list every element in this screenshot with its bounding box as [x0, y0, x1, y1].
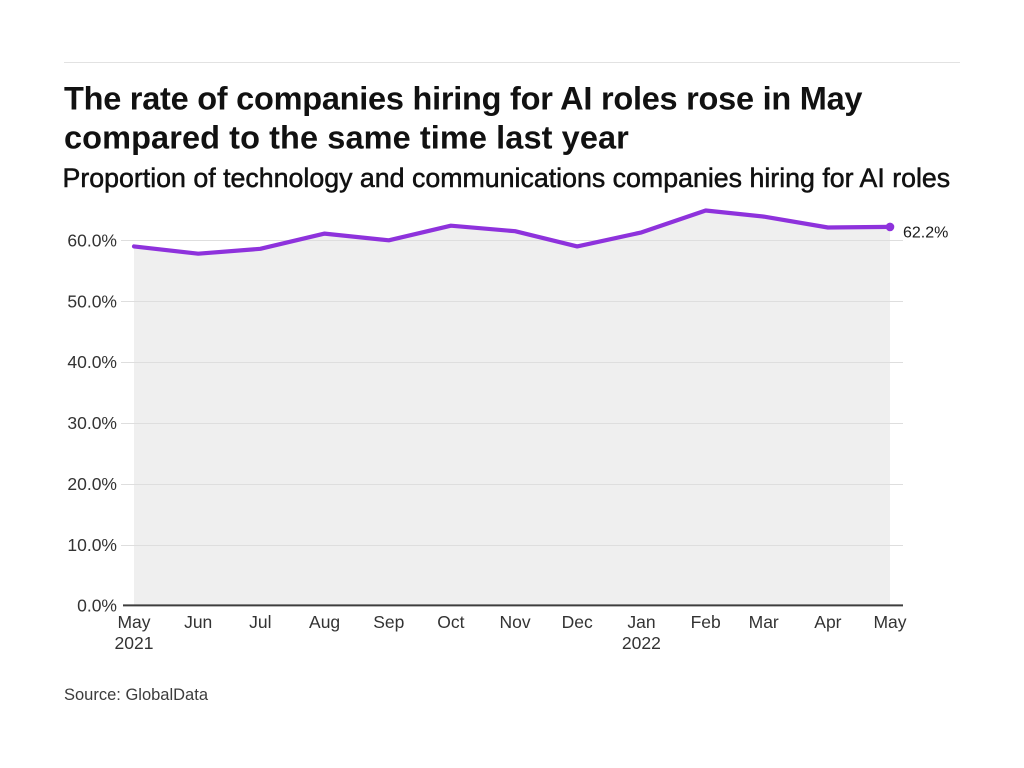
svg-text:40.0%: 40.0%	[67, 352, 117, 372]
svg-text:2022: 2022	[622, 633, 661, 653]
svg-text:60.0%: 60.0%	[67, 231, 117, 251]
svg-text:Apr: Apr	[814, 612, 841, 632]
svg-text:62.2%: 62.2%	[903, 225, 948, 242]
svg-text:Dec: Dec	[562, 612, 593, 632]
svg-text:0.0%: 0.0%	[77, 596, 117, 616]
svg-text:Feb: Feb	[691, 612, 721, 632]
svg-text:Jan: Jan	[627, 612, 655, 632]
svg-text:30.0%: 30.0%	[67, 413, 117, 433]
svg-text:10.0%: 10.0%	[67, 535, 117, 555]
svg-text:50.0%: 50.0%	[67, 291, 117, 311]
svg-text:May: May	[873, 612, 906, 632]
svg-text:Aug: Aug	[309, 612, 340, 632]
svg-text:May: May	[117, 612, 150, 632]
svg-text:Jul: Jul	[249, 612, 271, 632]
svg-text:Nov: Nov	[500, 612, 531, 632]
svg-text:20.0%: 20.0%	[67, 474, 117, 494]
svg-text:Jun: Jun	[184, 612, 212, 632]
svg-text:The rate of companies hiring f: The rate of companies hiring for AI role…	[64, 81, 862, 117]
svg-text:Oct: Oct	[437, 612, 464, 632]
svg-text:Source: GlobalData: Source: GlobalData	[64, 686, 209, 704]
svg-text:Sep: Sep	[373, 612, 404, 632]
svg-text:Proportion of technology and c: Proportion of technology and communicati…	[63, 163, 951, 193]
svg-text:Mar: Mar	[749, 612, 779, 632]
svg-text:compared to the same time last: compared to the same time last year	[64, 120, 629, 156]
svg-text:2021: 2021	[115, 633, 154, 653]
